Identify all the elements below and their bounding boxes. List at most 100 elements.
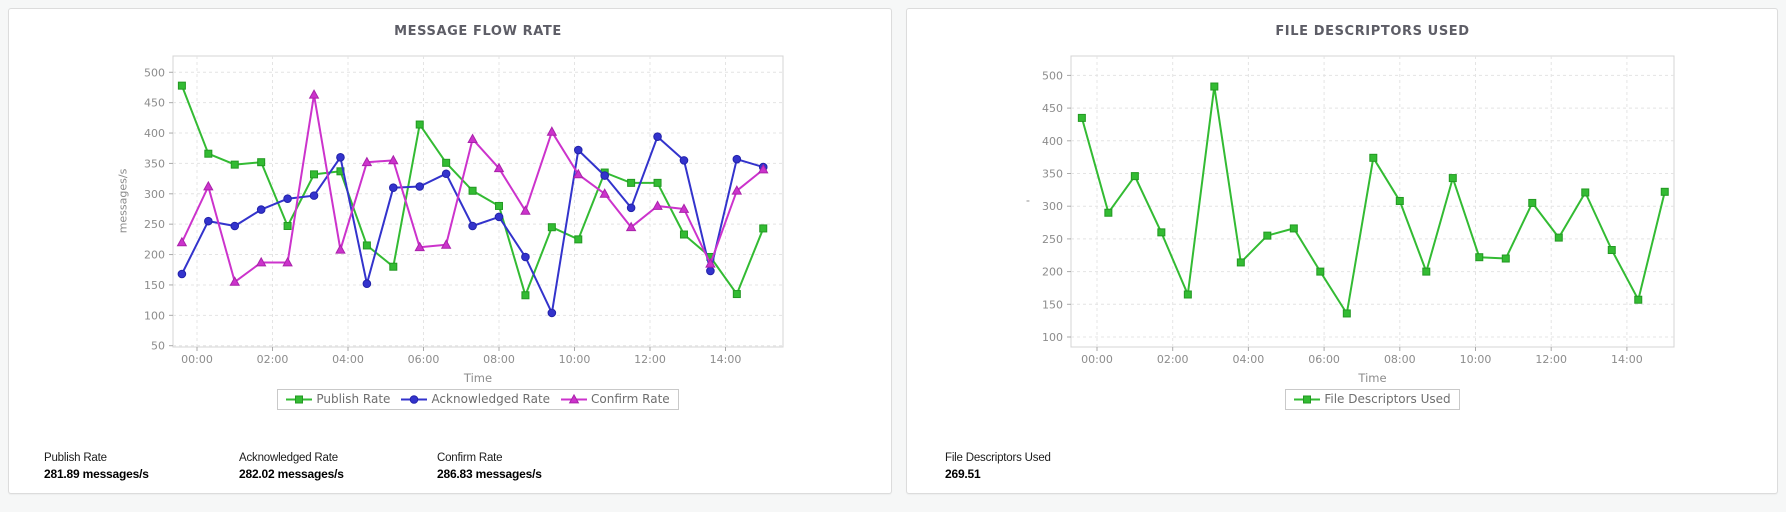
publish-rate-point (521, 291, 530, 300)
acknowledged-rate-point (679, 156, 689, 165)
stat-value: 281.89 messages/s (44, 467, 149, 481)
stat-label: Publish Rate (44, 452, 107, 464)
legend-item-label: Acknowledged Rate (431, 392, 551, 406)
publish-rate-point (415, 120, 424, 129)
page-title: MESSAGE FLOW RATE (394, 24, 562, 39)
x-tick-label: 04:00 (1233, 353, 1265, 366)
file-descriptors-used-point (1554, 233, 1563, 242)
confirm-rate-marker (568, 393, 580, 403)
stats-row: Publish Rate 281.89 messages/s Acknowledge… (9, 452, 891, 492)
confirm-rate-point (176, 236, 188, 247)
file-descriptors-used-point (1528, 198, 1537, 207)
x-tick-label: 06:00 (408, 353, 440, 366)
acknowledged-rate-point (204, 216, 213, 226)
acknowledged-rate-point (547, 308, 557, 318)
page-title: FILE DESCRIPTORS USED (1275, 24, 1470, 39)
y-tick-label: 300 (1042, 200, 1063, 213)
x-axis-label: Time (1358, 371, 1387, 385)
legend-item-label: Publish Rate (316, 392, 391, 406)
y-tick-label: 350 (1042, 168, 1063, 181)
file-descriptors-used-point (1342, 309, 1351, 318)
legend: File Descriptors Used (1285, 389, 1460, 410)
file-descriptors-used-point (1501, 254, 1510, 263)
publish-rate-point (679, 230, 688, 239)
y-tick-label: 400 (1042, 135, 1063, 148)
acknowledged-rate-point (283, 194, 292, 203)
acknowledged-rate-point (732, 154, 742, 164)
x-tick-label: 02:00 (257, 353, 289, 366)
confirm-rate-point (705, 258, 716, 268)
confirm-rate-point (520, 205, 531, 215)
plot-area (172, 55, 784, 348)
y-tick-label: 100 (144, 309, 165, 322)
publish-rate-point (732, 290, 741, 299)
stat-acknowledged-rate: Acknowledged Rate 282.02 messages/s (239, 452, 344, 481)
panel-message-flow-rate: 50 100 150 200 250 300 350 400 450 500 00:00 02:00 0… (8, 8, 892, 494)
stat-file-descriptors-used: File Descriptors Used 269.51 (945, 452, 1051, 481)
publish-rate-point (204, 149, 213, 158)
confirm-rate-point (652, 200, 663, 210)
file-descriptors-used-point (1183, 290, 1192, 299)
legend-item-label: File Descriptors Used (1324, 392, 1451, 406)
confirm-rate-point (361, 156, 373, 167)
legend: Publish Rate Acknowledged Rate Confirm Rat… (277, 389, 679, 410)
stat-publish-rate: Publish Rate 281.89 messages/s (44, 452, 149, 481)
x-tick-label: 00:00 (181, 353, 213, 366)
y-tick-label: 500 (1042, 69, 1063, 82)
y-tick-label: 250 (1042, 233, 1063, 246)
acknowledged-rate-point (626, 203, 636, 213)
file-descriptors-used-point (1607, 246, 1616, 255)
publish-rate-point (362, 241, 371, 250)
confirm-rate-point (599, 188, 610, 198)
file-descriptors-used-point (1157, 228, 1166, 237)
y-tick-label: 200 (144, 249, 165, 262)
confirm-rate-marker-icon (561, 393, 588, 403)
file-descriptors-used-point (1422, 267, 1431, 276)
stat-value: 282.02 messages/s (239, 467, 344, 481)
legend-item-publish-rate: Publish Rate (286, 392, 390, 406)
y-tick-label: 350 (144, 157, 165, 170)
y-axis-label: messages/s (116, 168, 130, 234)
publish-rate-point (283, 222, 292, 231)
stats-row: File Descriptors Used 269.51 (907, 452, 1777, 492)
stat-label: Confirm Rate (437, 452, 503, 464)
x-tick-label: 00:00 (1081, 353, 1113, 366)
acknowledged-rate-point (336, 153, 345, 162)
publish-rate-point (495, 201, 503, 210)
plot-area (1070, 55, 1675, 348)
publish-rate-point (627, 178, 636, 187)
publish-rate-marker-icon (286, 395, 313, 403)
confirm-rate-point (203, 180, 214, 191)
acknowledged-rate-point (600, 171, 610, 180)
y-tick-label: 450 (1042, 102, 1063, 115)
publish-rate-point (653, 178, 662, 187)
file-descriptors-used-marker (1303, 395, 1312, 403)
file-descriptors-used-point (1369, 153, 1378, 162)
x-tick-label: 14:00 (710, 353, 742, 366)
legend-item-label: Confirm Rate (591, 392, 670, 406)
acknowledged-rate-point (309, 191, 319, 200)
confirm-rate-point (625, 221, 637, 232)
y-tick-label: 500 (144, 66, 165, 79)
y-tick-label: 300 (144, 188, 165, 201)
file-descriptors-used-point (1316, 267, 1325, 276)
y-tick-label: 200 (1042, 266, 1063, 279)
stat-label: Acknowledged Rate (239, 452, 338, 464)
y-tick-label: 150 (1042, 298, 1063, 311)
publish-rate-point (574, 235, 583, 244)
acknowledged-rate-point (521, 252, 530, 262)
acknowledged-rate-point (706, 266, 715, 276)
file-descriptors-used-point (1130, 172, 1139, 181)
confirm-rate-point (229, 276, 240, 286)
publish-rate-point (442, 158, 451, 167)
stat-value: 286.83 messages/s (437, 467, 542, 481)
file-descriptors-used-point (1236, 258, 1245, 267)
file-descriptors-used-point (1581, 188, 1590, 197)
confirm-rate-point (308, 89, 320, 99)
file-descriptors-chart: 100 150 200 250 300 350 400 450 500 00:00 02:00 04:… (1042, 55, 1675, 366)
message-flow-rate-chart: 50 100 150 200 250 300 350 400 450 500 00:00 02:00 0… (144, 55, 784, 366)
confirm-rate-point (414, 241, 425, 252)
acknowledged-rate-point (653, 132, 662, 141)
publish-rate-point (230, 160, 239, 169)
